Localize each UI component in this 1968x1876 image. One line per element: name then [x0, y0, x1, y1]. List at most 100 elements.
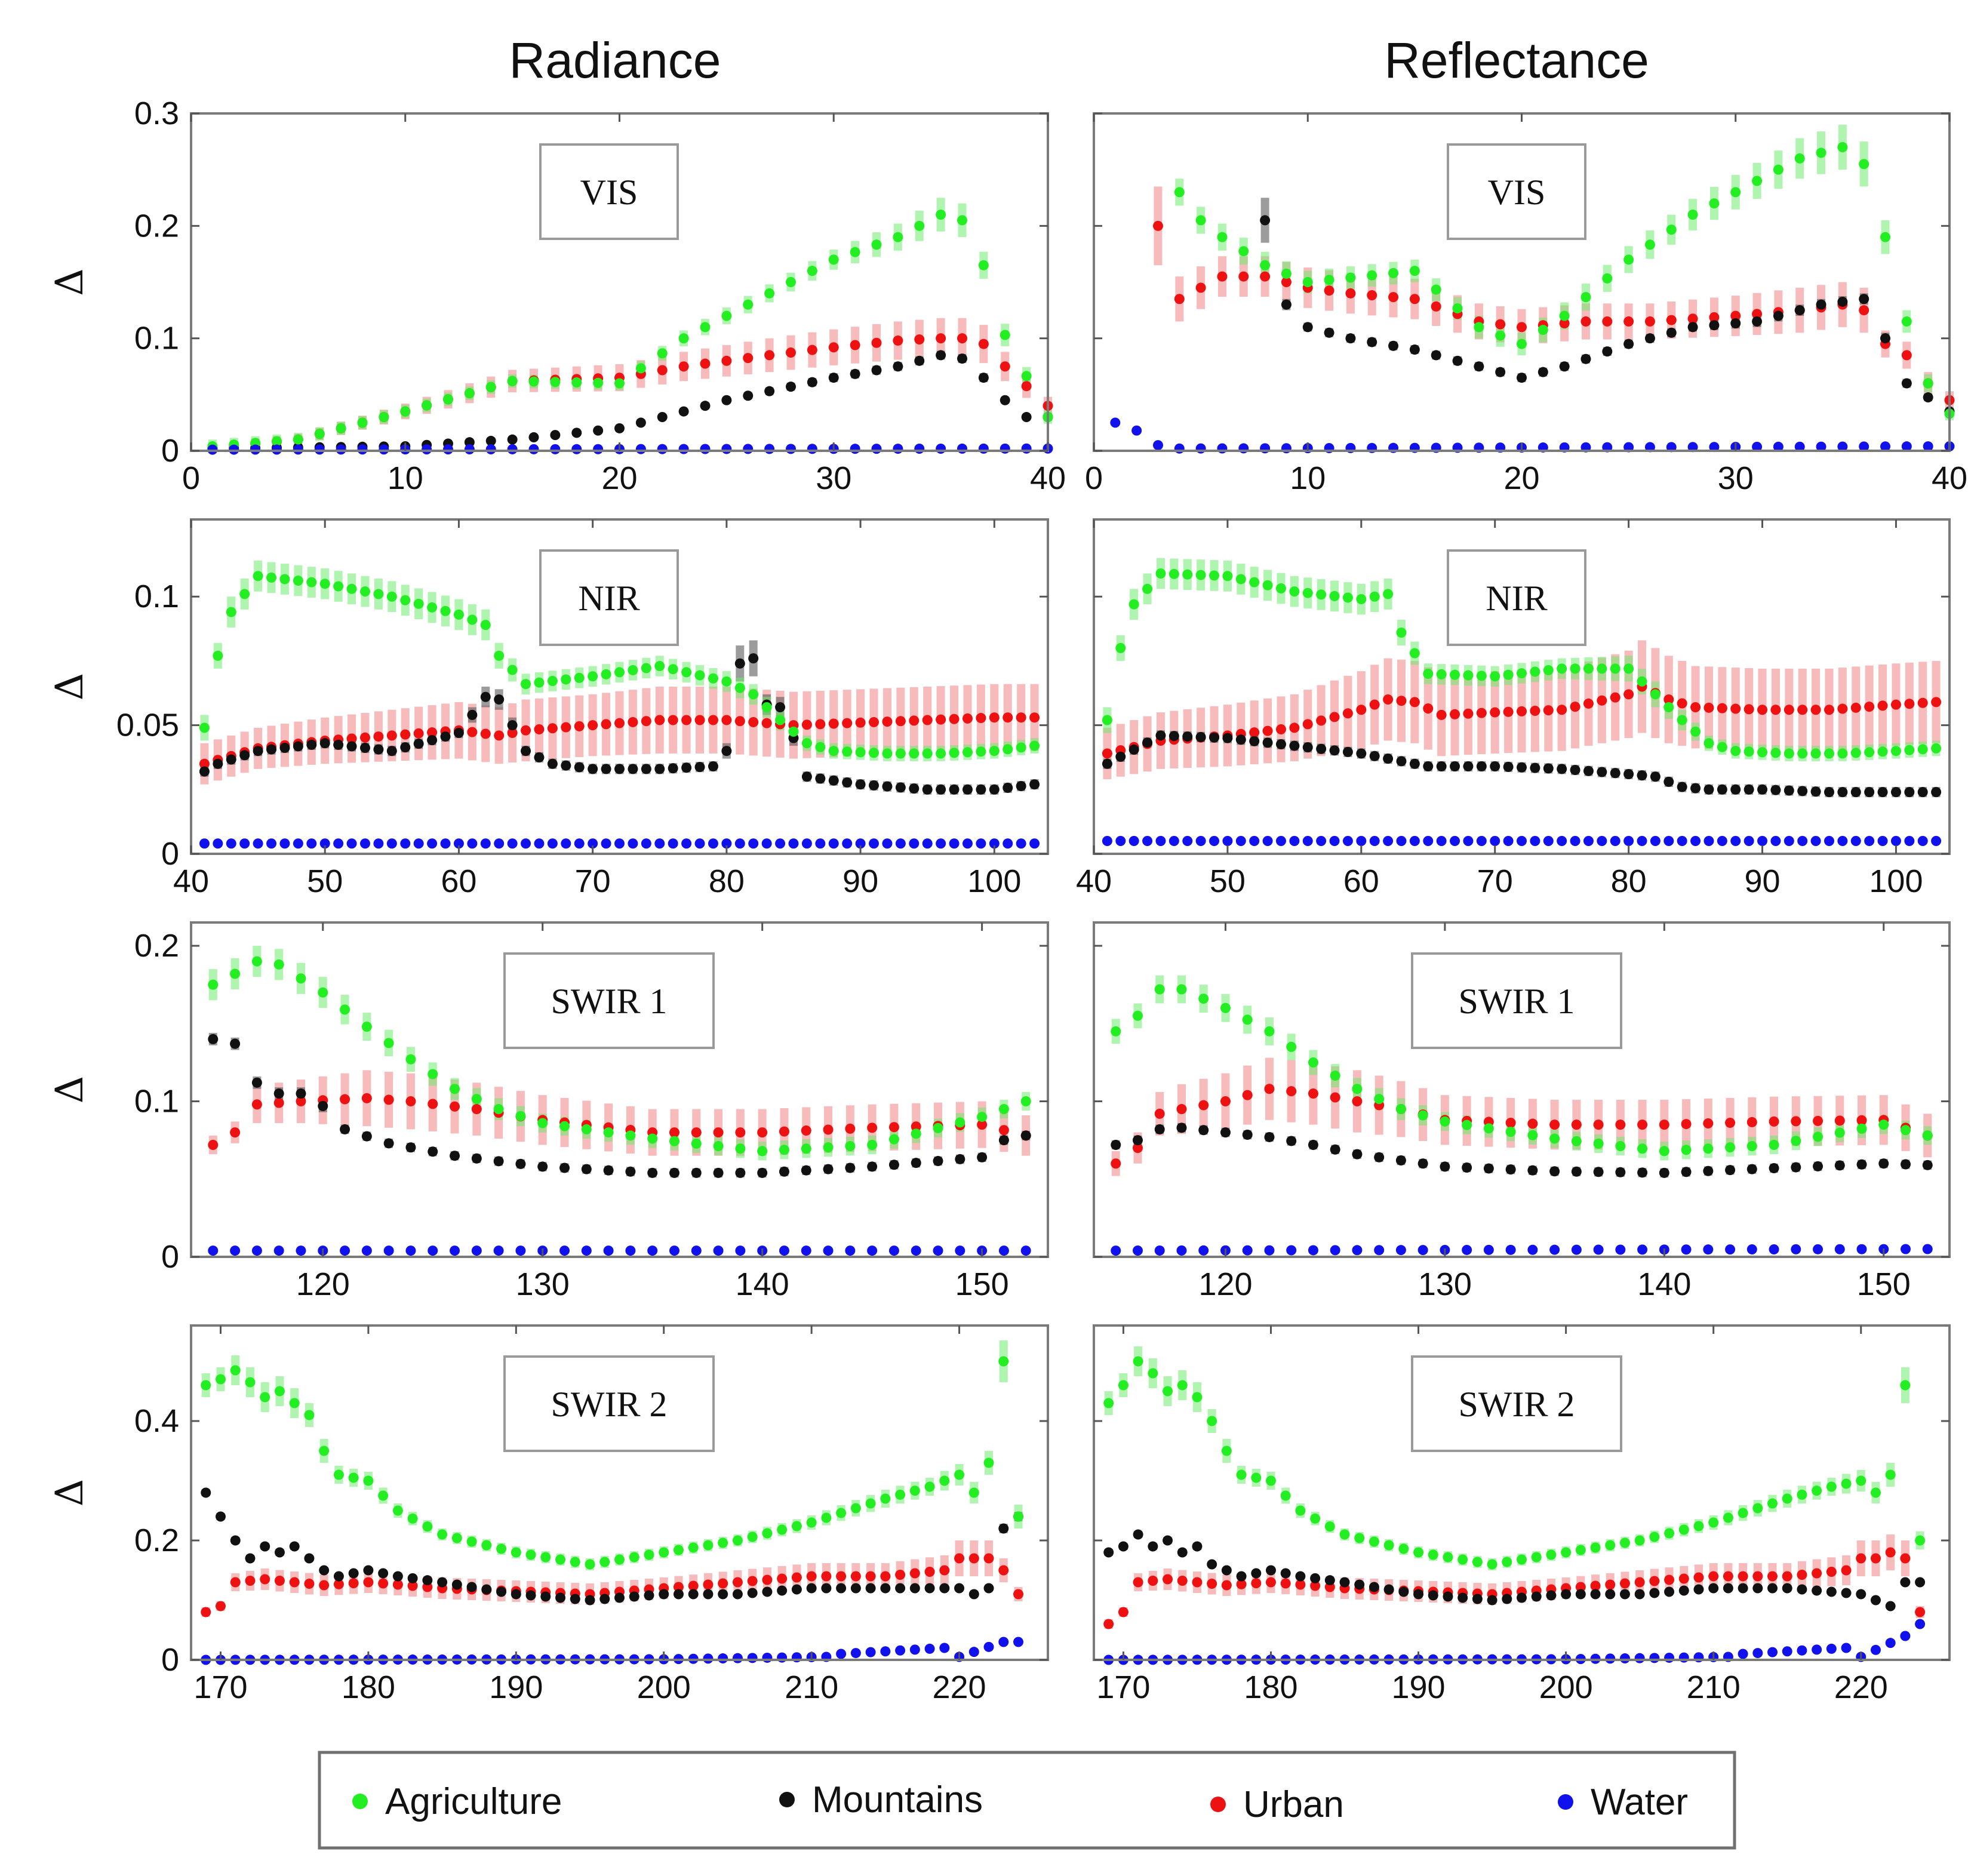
- point-mountains: [601, 764, 611, 774]
- point-agriculture: [801, 1143, 811, 1154]
- point-water: [1922, 1244, 1933, 1254]
- point-urban: [806, 1571, 817, 1582]
- point-mountains: [1650, 771, 1660, 782]
- band-label-reflectance-vis: VIS: [1488, 173, 1546, 212]
- point-mountains: [1409, 758, 1420, 769]
- point-water: [1583, 835, 1594, 846]
- point-mountains: [1289, 740, 1300, 751]
- point-urban: [691, 1127, 702, 1138]
- point-agriculture: [407, 1513, 418, 1524]
- point-mountains: [1021, 412, 1032, 422]
- x-tick-label: 130: [1418, 1266, 1472, 1302]
- y-tick-label: 0.2: [134, 208, 179, 244]
- point-urban: [1797, 1570, 1807, 1580]
- point-urban: [1207, 1579, 1217, 1589]
- point-water: [1767, 1647, 1778, 1657]
- point-agriculture: [850, 1503, 861, 1514]
- point-mountains: [1428, 1590, 1438, 1601]
- point-agriculture: [1663, 702, 1674, 712]
- point-agriculture: [1769, 1139, 1779, 1150]
- point-agriculture: [1308, 1057, 1318, 1068]
- point-agriculture: [383, 1038, 394, 1048]
- point-water: [1834, 1244, 1845, 1254]
- point-mountains: [346, 741, 357, 752]
- point-mountains: [922, 784, 933, 795]
- point-water: [1813, 1244, 1824, 1254]
- point-urban: [304, 1579, 315, 1589]
- point-mountains: [1505, 1164, 1516, 1175]
- point-water: [1623, 835, 1634, 846]
- point-agriculture: [1383, 589, 1394, 599]
- point-urban: [976, 713, 986, 724]
- point-water: [521, 838, 531, 849]
- point-agriculture: [998, 1104, 1009, 1115]
- point-mountains: [1462, 1162, 1472, 1173]
- point-agriculture: [1605, 1540, 1616, 1551]
- point-water: [453, 838, 464, 849]
- point-mountains: [359, 743, 370, 754]
- point-mountains: [1824, 787, 1834, 798]
- point-water: [515, 1245, 526, 1256]
- point-mountains: [1423, 761, 1434, 772]
- point-urban: [561, 722, 571, 733]
- point-mountains: [571, 428, 582, 438]
- point-urban: [1708, 1571, 1719, 1582]
- point-agriculture: [1463, 670, 1474, 681]
- point-agriculture: [1634, 1535, 1645, 1546]
- point-water: [1877, 835, 1888, 846]
- point-agriculture: [1717, 742, 1727, 752]
- point-mountains: [453, 728, 464, 739]
- point-agriculture: [1593, 1138, 1604, 1149]
- point-agriculture: [1450, 669, 1460, 680]
- point-mountains: [732, 1589, 743, 1600]
- point-urban: [1917, 697, 1928, 708]
- point-water: [386, 838, 397, 849]
- point-mountains: [1797, 1584, 1807, 1595]
- point-water: [1681, 1244, 1692, 1255]
- point-agriculture: [1398, 1543, 1409, 1554]
- point-mountains: [718, 1589, 728, 1600]
- point-mountains: [1666, 327, 1677, 338]
- point-mountains: [1644, 333, 1655, 344]
- point-agriculture: [1016, 742, 1026, 753]
- point-water: [654, 838, 665, 849]
- point-urban: [1409, 294, 1420, 305]
- point-urban: [936, 714, 946, 725]
- point-agriculture: [348, 1472, 359, 1483]
- point-urban: [480, 728, 491, 739]
- point-water: [493, 1245, 504, 1256]
- point-water: [1110, 417, 1121, 428]
- point-mountains: [1503, 761, 1514, 772]
- panel-radiance-swir1: 120 130 140 150 0 0.1 0.2 Δ SWIR 1: [48, 921, 1049, 1302]
- point-water: [1342, 835, 1353, 846]
- point-mountains: [1102, 758, 1112, 769]
- point-agriculture: [1890, 746, 1901, 756]
- point-urban: [1837, 703, 1848, 714]
- point-agriculture: [1538, 325, 1548, 336]
- point-agriculture: [443, 394, 453, 405]
- legend-marker-urban: [1210, 1797, 1226, 1812]
- point-mountains: [828, 373, 839, 383]
- point-water: [319, 838, 330, 849]
- point-mountains: [1826, 1586, 1837, 1597]
- point-water: [561, 838, 571, 849]
- point-mountains: [467, 709, 478, 720]
- point-urban: [1192, 1577, 1203, 1588]
- point-mountains: [333, 739, 344, 750]
- plot-frame: [190, 1324, 1049, 1661]
- point-agriculture: [1286, 1041, 1297, 1052]
- point-agriculture: [1837, 748, 1848, 759]
- point-agriculture: [718, 1537, 728, 1548]
- point-urban: [1495, 319, 1506, 330]
- point-agriculture: [828, 746, 839, 756]
- point-water: [1678, 1652, 1689, 1663]
- point-agriculture: [1757, 747, 1768, 758]
- point-water: [801, 1245, 811, 1256]
- x-tick-label: 180: [342, 1669, 395, 1705]
- x-tick-label: 10: [388, 460, 423, 496]
- point-mountains: [1708, 1583, 1719, 1594]
- point-mountains: [865, 1583, 876, 1594]
- point-agriculture: [1782, 1493, 1792, 1504]
- point-agriculture: [1369, 1536, 1379, 1547]
- point-mountains: [1637, 770, 1647, 781]
